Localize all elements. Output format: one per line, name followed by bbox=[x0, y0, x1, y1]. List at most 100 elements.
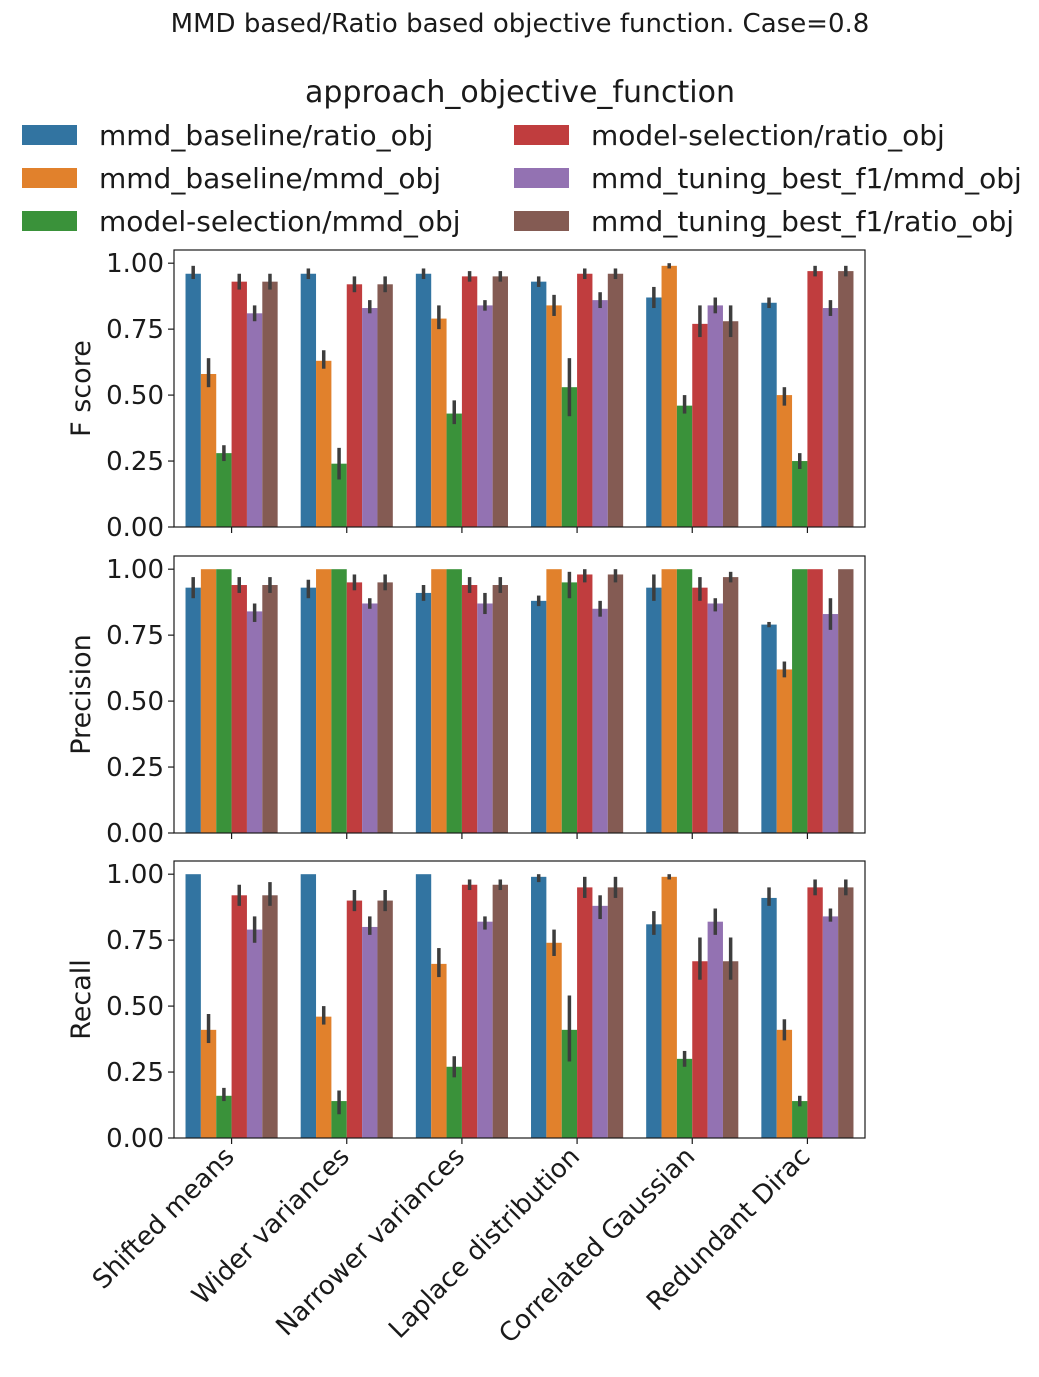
bar bbox=[722, 961, 739, 1138]
bar bbox=[707, 921, 723, 1138]
bar bbox=[377, 284, 393, 527]
axes-frame bbox=[173, 555, 866, 834]
bar bbox=[661, 876, 677, 1138]
bar bbox=[477, 305, 493, 527]
bar bbox=[577, 887, 593, 1138]
bar bbox=[692, 323, 708, 527]
bar bbox=[722, 321, 739, 527]
legend-swatch bbox=[22, 211, 77, 231]
bar bbox=[822, 916, 839, 1138]
bar bbox=[216, 453, 232, 527]
bar bbox=[492, 884, 508, 1138]
legend-label: mmd_baseline/ratio_obj bbox=[99, 119, 433, 152]
bar bbox=[331, 569, 347, 833]
bar bbox=[807, 271, 823, 527]
bar bbox=[316, 569, 332, 833]
chart-panels: 0.000.250.500.751.00F score0.000.250.500… bbox=[66, 249, 866, 1350]
y-tick-label: 0.25 bbox=[106, 753, 164, 783]
bar bbox=[362, 308, 378, 527]
y-tick-label: 1.00 bbox=[106, 249, 164, 279]
bar bbox=[231, 895, 247, 1138]
bar bbox=[300, 273, 317, 527]
bar bbox=[446, 569, 462, 833]
bar bbox=[776, 669, 793, 833]
bar bbox=[300, 587, 317, 833]
y-tick-label: 0.00 bbox=[106, 513, 164, 543]
bar bbox=[838, 271, 854, 527]
bar bbox=[661, 265, 677, 527]
bar bbox=[646, 924, 662, 1138]
legend: approach_objective_function mmd_baseline… bbox=[22, 75, 1022, 238]
bar bbox=[246, 611, 263, 833]
legend-swatch bbox=[514, 211, 569, 231]
panel-0: 0.00 0.25 0.50 0.75 1.00 F score bbox=[66, 249, 866, 543]
bar bbox=[577, 273, 593, 527]
bar bbox=[331, 1101, 347, 1138]
bar bbox=[561, 1029, 578, 1138]
y-tick-label: 0.25 bbox=[106, 1058, 164, 1088]
bar bbox=[346, 284, 363, 527]
bar bbox=[185, 874, 201, 1138]
bar bbox=[300, 874, 317, 1138]
bar bbox=[561, 582, 578, 833]
legend-swatch bbox=[514, 125, 569, 145]
bar bbox=[415, 592, 432, 833]
bar bbox=[331, 463, 347, 527]
legend-title: approach_objective_function bbox=[305, 75, 735, 110]
bar bbox=[492, 585, 508, 833]
bar bbox=[607, 574, 624, 833]
bar bbox=[262, 895, 278, 1138]
bar bbox=[446, 413, 462, 527]
bar bbox=[761, 302, 777, 527]
bar bbox=[792, 569, 808, 833]
bar bbox=[216, 569, 232, 833]
bar bbox=[246, 313, 263, 527]
y-tick-label: 0.50 bbox=[106, 992, 164, 1022]
bar bbox=[592, 300, 608, 527]
bar bbox=[346, 582, 363, 833]
panel-1: 0.00 0.25 0.50 0.75 1.00 Precision bbox=[66, 555, 866, 849]
bar bbox=[692, 961, 708, 1138]
bar bbox=[461, 884, 478, 1138]
bar bbox=[646, 297, 662, 527]
y-tick-label: 1.00 bbox=[106, 555, 164, 585]
bar bbox=[446, 1066, 462, 1138]
bar bbox=[676, 569, 693, 833]
bar bbox=[316, 1016, 332, 1138]
legend-swatch bbox=[22, 125, 77, 145]
bar bbox=[231, 585, 247, 833]
bar bbox=[607, 273, 624, 527]
bar bbox=[707, 603, 723, 833]
bar bbox=[362, 926, 378, 1138]
bar bbox=[316, 360, 332, 527]
bar bbox=[577, 574, 593, 833]
bar bbox=[492, 276, 508, 527]
bar bbox=[231, 281, 247, 527]
y-tick-label: 0.00 bbox=[106, 1124, 164, 1154]
bar bbox=[546, 942, 562, 1138]
bar bbox=[792, 1101, 808, 1138]
bar bbox=[362, 603, 378, 833]
bar bbox=[262, 585, 278, 833]
legend-swatch bbox=[514, 168, 569, 188]
bar bbox=[216, 1095, 232, 1138]
bar bbox=[377, 900, 393, 1138]
legend-label: mmd_baseline/mmd_obj bbox=[99, 162, 441, 195]
bar bbox=[346, 900, 363, 1138]
bar bbox=[838, 887, 854, 1138]
axes-frame bbox=[173, 249, 866, 528]
y-tick-label: 0.75 bbox=[106, 621, 164, 651]
bar bbox=[661, 569, 677, 833]
bar bbox=[477, 921, 493, 1138]
bar bbox=[461, 585, 478, 833]
x-tick-label: Correlated Gaussian bbox=[493, 1142, 701, 1350]
axes-frame bbox=[173, 860, 866, 1139]
bar bbox=[415, 273, 432, 527]
x-tick-label: Laplace distribution bbox=[383, 1142, 586, 1345]
bar bbox=[200, 373, 217, 527]
legend-label: mmd_tuning_best_f1/ratio_obj bbox=[591, 205, 1014, 238]
bar bbox=[185, 587, 201, 833]
y-tick-label: 0.25 bbox=[106, 447, 164, 477]
bar bbox=[531, 600, 547, 833]
